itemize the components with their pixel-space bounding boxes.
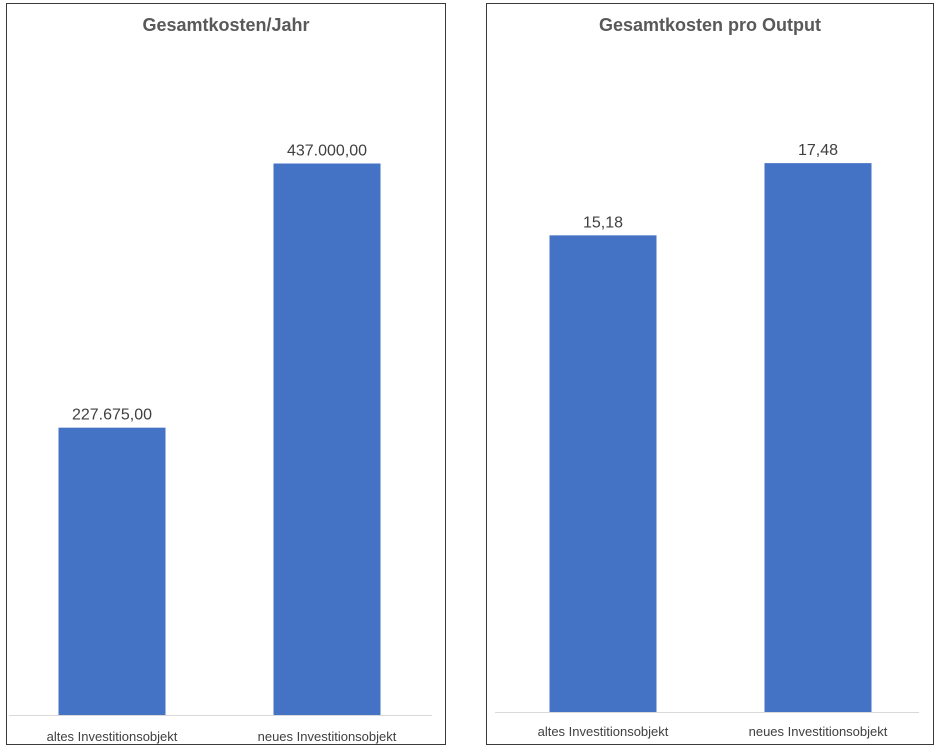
data-label: 15,18 [583,214,623,231]
chart-panel-gesamtkosten-jahr: Gesamtkosten/Jahr 227.675,00 altes Invest… [6,3,446,745]
bar-chart-gesamtkosten-pro-output: 15,18 altes Investitionsobjekt 17,48 neues … [495,142,919,739]
chart-panel-gesamtkosten-pro-output: Gesamtkosten pro Output 15,18 altes Inves… [486,3,934,745]
data-label: 227.675,00 [72,407,152,424]
bar-chart-gesamtkosten-jahr: 227.675,00 altes Investitionsobjekt 437.00… [9,143,432,744]
chart-title: Gesamtkosten pro Output [598,15,822,35]
data-label: 17,48 [798,142,838,159]
category-label: altes Investitionsobjekt [47,729,178,744]
category-label: altes Investitionsobjekt [538,724,669,739]
category-label: neues Investitionsobjekt [258,729,397,744]
bar-altes-investitionsobjekt [58,427,166,715]
bar-altes-investitionsobjekt [549,235,657,712]
chart-title: Gesamtkosten/Jahr [142,15,310,35]
bar-neues-investitionsobjekt [764,163,872,713]
category-label: neues Investitionsobjekt [749,724,888,739]
bar-neues-investitionsobjekt [273,163,381,716]
data-label: 437.000,00 [287,143,367,160]
